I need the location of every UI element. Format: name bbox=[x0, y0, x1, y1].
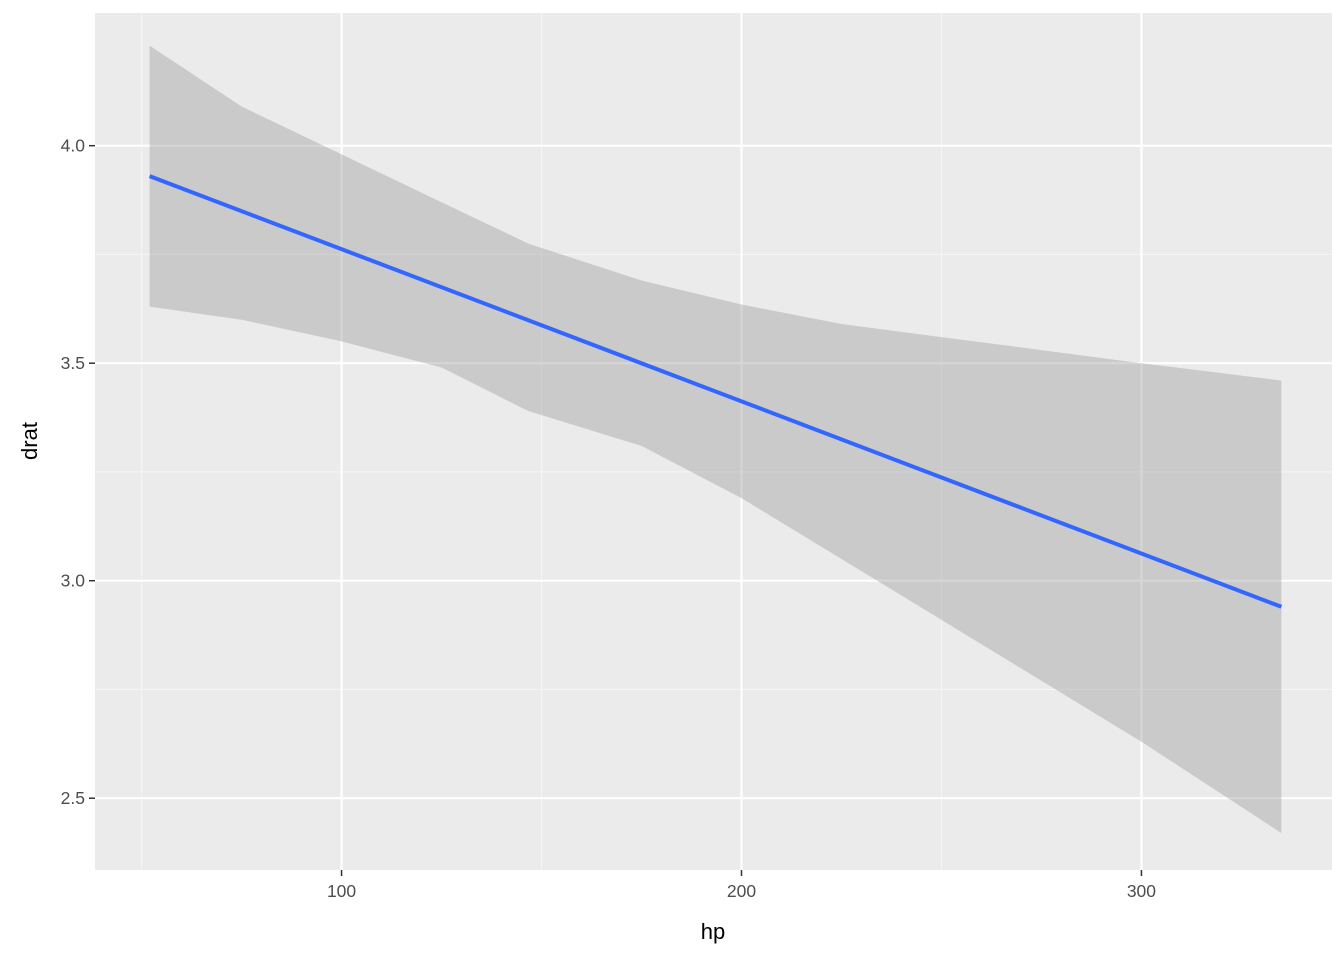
y-tick-label: 3.0 bbox=[61, 571, 86, 591]
x-tick-label: 100 bbox=[327, 881, 356, 901]
y-tick-label: 2.5 bbox=[61, 788, 85, 808]
grid-major bbox=[95, 13, 1332, 870]
x-axis: 100 200 300 bbox=[327, 870, 1156, 901]
x-axis-title: hp bbox=[701, 919, 725, 944]
grid-minor bbox=[95, 13, 1332, 870]
x-tick-label: 300 bbox=[1127, 881, 1156, 901]
confidence-band-layer bbox=[149, 45, 1282, 834]
panel-background bbox=[95, 13, 1332, 870]
y-tick-label: 4.0 bbox=[61, 136, 86, 156]
y-axis-title: drat bbox=[17, 422, 42, 460]
confidence-band bbox=[149, 45, 1282, 834]
x-tick-label: 200 bbox=[727, 881, 756, 901]
y-tick-label: 3.5 bbox=[61, 353, 85, 373]
y-axis: 2.5 3.0 3.5 4.0 bbox=[61, 136, 95, 808]
regression-line-layer bbox=[148, 174, 1283, 609]
regression-line bbox=[148, 174, 1283, 609]
